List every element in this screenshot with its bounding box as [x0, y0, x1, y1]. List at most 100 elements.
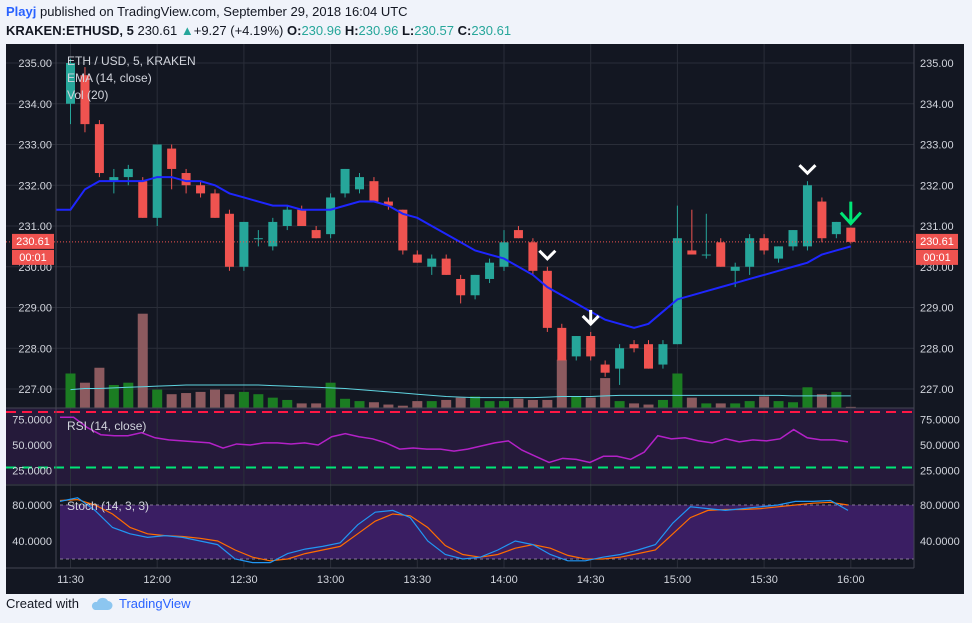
last-price-tag-left-bg [12, 233, 54, 249]
author-link[interactable]: Playj [6, 4, 37, 19]
volume-bar [441, 399, 452, 408]
volume-bar [354, 401, 365, 408]
volume-bar [730, 403, 741, 408]
candle-body [615, 348, 625, 369]
cloud-logo-icon [91, 597, 113, 610]
candle-body [253, 238, 263, 240]
candle-body [542, 270, 552, 328]
open-value: 230.96 [301, 23, 342, 38]
volume-bar [701, 403, 712, 408]
stoch-tick-label-right: 80.0000 [920, 500, 960, 512]
candle-body [774, 246, 784, 259]
price-value: 230.61 [137, 23, 178, 38]
volume-bar [802, 387, 813, 408]
candle-body [441, 258, 451, 275]
candle-body [701, 254, 711, 256]
stoch-tick-label-right: 40.0000 [920, 536, 960, 548]
volume-bar [788, 402, 798, 408]
candle-body [687, 250, 697, 255]
volume-bar [108, 385, 119, 408]
volume-bar [137, 313, 148, 408]
candle-body [831, 221, 841, 235]
price-tick-label-left: 229.00 [18, 303, 52, 315]
candle-body [138, 181, 148, 218]
price-tick-label-left: 233.00 [18, 140, 52, 152]
arrow-down-icon [798, 164, 817, 176]
candle-body [716, 242, 726, 267]
stoch-tick-label-left: 40.0000 [12, 536, 52, 548]
rsi-pane [6, 411, 914, 469]
time-tick-label: 15:30 [750, 574, 778, 586]
rsi-tick-label-right: 75.0000 [920, 414, 960, 426]
grid [6, 44, 914, 568]
candle-body [152, 144, 162, 218]
candle-body [456, 278, 466, 296]
price-tick-label-right: 232.00 [920, 180, 954, 192]
high-label: H: [344, 23, 359, 38]
rsi-tick-label-left: 75.0000 [12, 414, 52, 426]
rsi-tick-label-right: 50.0000 [920, 440, 960, 452]
price-tick-label-left: 234.00 [18, 99, 52, 111]
rsi-tick-label-right: 25.0000 [920, 466, 960, 478]
volume-bar [542, 399, 553, 408]
time-tick-label: 12:30 [230, 574, 258, 586]
change-arrow-icon: ▲ [180, 23, 194, 38]
candle-body [759, 238, 769, 251]
candle-body [123, 168, 133, 178]
price-tick-label-right: 234.00 [920, 99, 954, 111]
volume-bar [224, 394, 235, 408]
volume-bar [282, 399, 293, 408]
volume-bar [759, 396, 770, 408]
volume-bar [455, 397, 466, 408]
candle-body [571, 336, 581, 357]
low-value: 230.57 [414, 23, 454, 38]
tradingview-brand: TradingView [118, 596, 191, 611]
candle-body [268, 221, 278, 247]
countdown-tag-right: 00:01 [923, 252, 951, 264]
open-label: O: [286, 23, 302, 38]
volume-bar [556, 359, 567, 408]
countdown-tag-left: 00:01 [19, 252, 47, 264]
candle-body [499, 242, 509, 267]
candle-body [513, 230, 523, 239]
candle-body [802, 185, 812, 247]
candle-body [239, 221, 249, 267]
volume-bar [614, 401, 625, 408]
overlays [6, 176, 914, 329]
candle-body [528, 242, 538, 271]
volume-bar [643, 404, 654, 408]
stoch-band-fill [60, 505, 914, 559]
last-price-tag-left: 230.61 [16, 236, 50, 248]
volume-bar [79, 382, 90, 408]
volume-bar [123, 382, 134, 408]
price-tick-label-right: 233.00 [920, 140, 954, 152]
volume-bar [600, 378, 611, 408]
volume-bar [657, 399, 668, 408]
candle-body [167, 148, 177, 169]
chart-canvas[interactable]: 235.00 235.00 234.00 234.00 233.00 233.00 232.… [0, 38, 972, 598]
volume-bar [715, 403, 726, 408]
tradingview-link[interactable]: TradingView [89, 596, 191, 611]
volume-ma-line [70, 384, 851, 399]
volume-legend: Vol (20) [67, 88, 108, 102]
price-tick-label-right: 227.00 [920, 384, 954, 396]
price-tick-label-left: 231.00 [18, 221, 52, 233]
volume-bar [499, 401, 509, 408]
candle-body [586, 336, 596, 357]
volume-bar [744, 401, 755, 408]
volume-bar [296, 403, 307, 408]
rsi-line [60, 416, 849, 464]
time-tick-label: 13:30 [404, 574, 432, 586]
price-tick-label-left: 227.00 [18, 384, 52, 396]
volume-bar [65, 373, 76, 408]
volume-bar [195, 391, 206, 408]
candle-body [109, 177, 119, 182]
time-tick-label: 16:00 [837, 574, 865, 586]
candle-body [355, 177, 364, 190]
candle-body [94, 124, 104, 174]
rsi-tick-label-left: 50.0000 [12, 440, 52, 452]
volume-bar [210, 389, 220, 408]
candle-body [181, 173, 191, 186]
candle-body [282, 209, 292, 226]
candle-body [470, 274, 480, 296]
